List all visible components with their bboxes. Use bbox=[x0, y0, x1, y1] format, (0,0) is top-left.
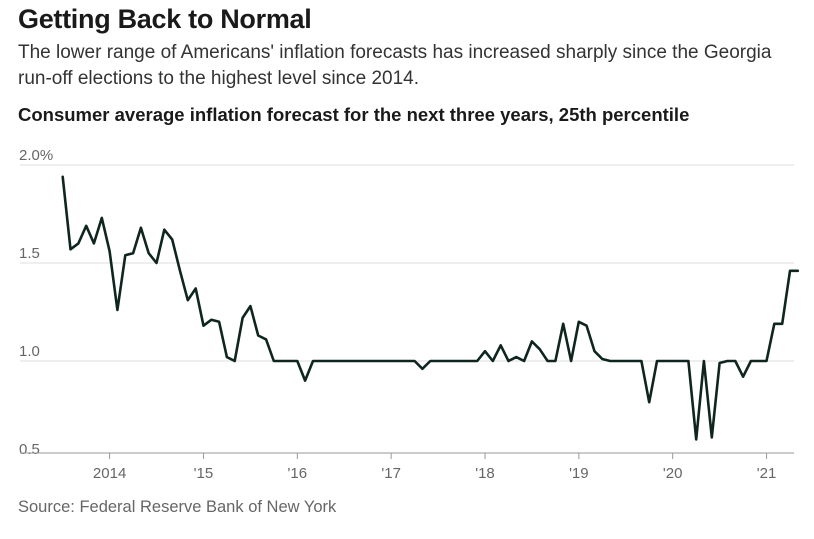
x-tick-label: '17 bbox=[381, 465, 401, 482]
headline: Getting Back to Normal bbox=[18, 4, 312, 34]
x-tick-label: '20 bbox=[663, 465, 683, 482]
line-chart: 2.0% 1.5 1.0 0.5 2014 '15 '16 '17 '18 '19 '20 '21 bbox=[19, 147, 800, 482]
x-tick-label: 2014 bbox=[93, 465, 126, 482]
chart-title: Consumer average inflation forecast for … bbox=[18, 104, 690, 125]
y-gridlines bbox=[20, 164, 794, 362]
x-tick-label: '18 bbox=[475, 465, 495, 482]
x-tick-labels: 2014 '15 '16 '17 '18 '19 '20 '21 bbox=[93, 465, 776, 482]
x-tick-label: '19 bbox=[569, 465, 589, 482]
x-tick-label: '21 bbox=[757, 465, 777, 482]
y-tick-label: 1.5 bbox=[19, 245, 40, 262]
source-note: Source: Federal Reserve Bank of New York bbox=[18, 498, 337, 516]
y-tick-labels: 2.0% 1.5 1.0 0.5 bbox=[19, 147, 53, 458]
x-tick-label: '15 bbox=[194, 465, 214, 482]
y-tick-label: 0.5 bbox=[19, 441, 40, 458]
series-line bbox=[61, 175, 800, 441]
y-tick-label: 2.0% bbox=[19, 147, 53, 164]
y-tick-label: 1.0 bbox=[19, 343, 40, 360]
subheadline: The lower range of Americans' inflation … bbox=[18, 42, 772, 89]
x-axis bbox=[20, 452, 794, 459]
x-tick-label: '16 bbox=[288, 465, 308, 482]
